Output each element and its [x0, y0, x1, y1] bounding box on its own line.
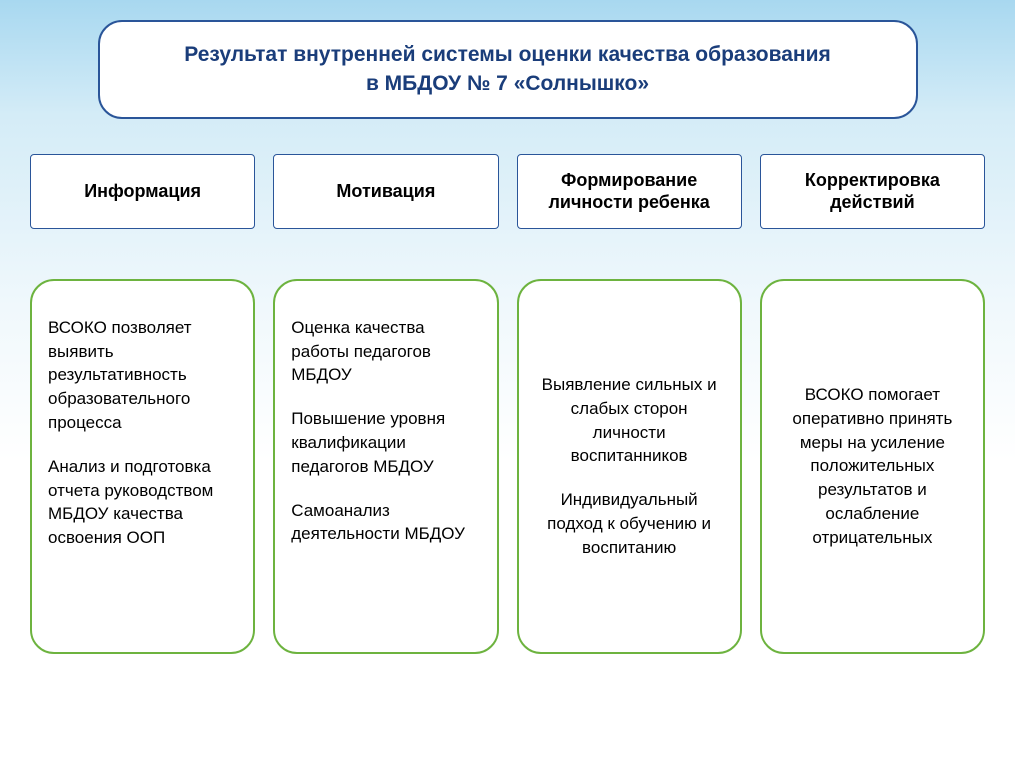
- header-text-0: Информация: [84, 180, 201, 203]
- content-para-2-1: Индивидуальный подход к обучению и воспи…: [535, 488, 724, 559]
- header-text-1: Мотивация: [336, 180, 435, 203]
- title-line-2: в МБДОУ № 7 «Солнышко»: [140, 69, 876, 98]
- content-para-1-2: Самоанализ деятельности МБДОУ: [291, 499, 480, 547]
- content-para-0-0: ВСОКО позволяет выявить результативность…: [48, 316, 237, 435]
- header-text-3: Корректировка действий: [769, 169, 976, 214]
- header-box-3: Корректировка действий: [760, 154, 985, 229]
- content-para-2-0: Выявление сильных и слабых сторон личнос…: [535, 373, 724, 468]
- header-box-0: Информация: [30, 154, 255, 229]
- header-text-2: Формирование личности ребенка: [526, 169, 733, 214]
- content-para-1-0: Оценка качества работы педагогов МБДОУ: [291, 316, 480, 387]
- title-box: Результат внутренней системы оценки каче…: [98, 20, 918, 119]
- title-line-1: Результат внутренней системы оценки каче…: [140, 40, 876, 69]
- content-para-1-1: Повышение уровня квалификации педагогов …: [291, 407, 480, 478]
- header-box-2: Формирование личности ребенка: [517, 154, 742, 229]
- headers-row: Информация Мотивация Формирование личнос…: [30, 154, 985, 229]
- content-para-3-0: ВСОКО помогает оперативно принять меры н…: [778, 383, 967, 550]
- content-row: ВСОКО позволяет выявить результативность…: [30, 279, 985, 654]
- content-box-1: Оценка качества работы педагогов МБДОУ П…: [273, 279, 498, 654]
- content-box-3: ВСОКО помогает оперативно принять меры н…: [760, 279, 985, 654]
- content-box-0: ВСОКО позволяет выявить результативность…: [30, 279, 255, 654]
- header-box-1: Мотивация: [273, 154, 498, 229]
- content-box-2: Выявление сильных и слабых сторон личнос…: [517, 279, 742, 654]
- content-para-0-1: Анализ и подготовка отчета руководством …: [48, 455, 237, 550]
